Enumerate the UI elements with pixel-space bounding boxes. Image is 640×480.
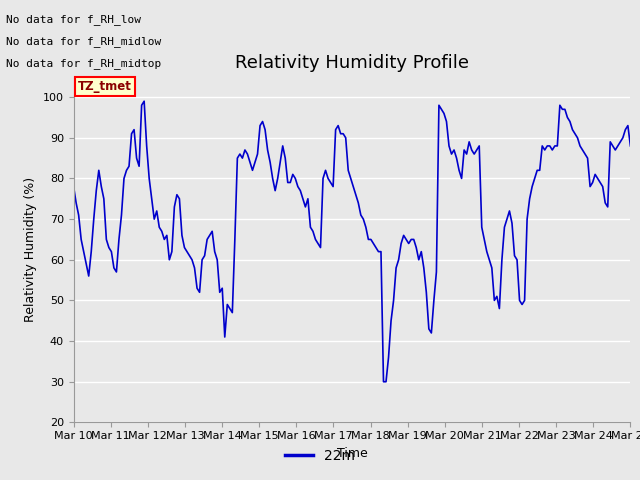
Title: Relativity Humidity Profile: Relativity Humidity Profile: [235, 54, 469, 72]
Legend: 22m: 22m: [280, 443, 360, 468]
Text: No data for f_RH_midtop: No data for f_RH_midtop: [6, 58, 162, 69]
Y-axis label: Relativity Humidity (%): Relativity Humidity (%): [24, 177, 37, 322]
X-axis label: Time: Time: [337, 447, 367, 460]
Text: TZ_tmet: TZ_tmet: [78, 80, 132, 93]
Text: No data for f_RH_low: No data for f_RH_low: [6, 14, 141, 25]
Text: No data for f_RH_midlow: No data for f_RH_midlow: [6, 36, 162, 47]
